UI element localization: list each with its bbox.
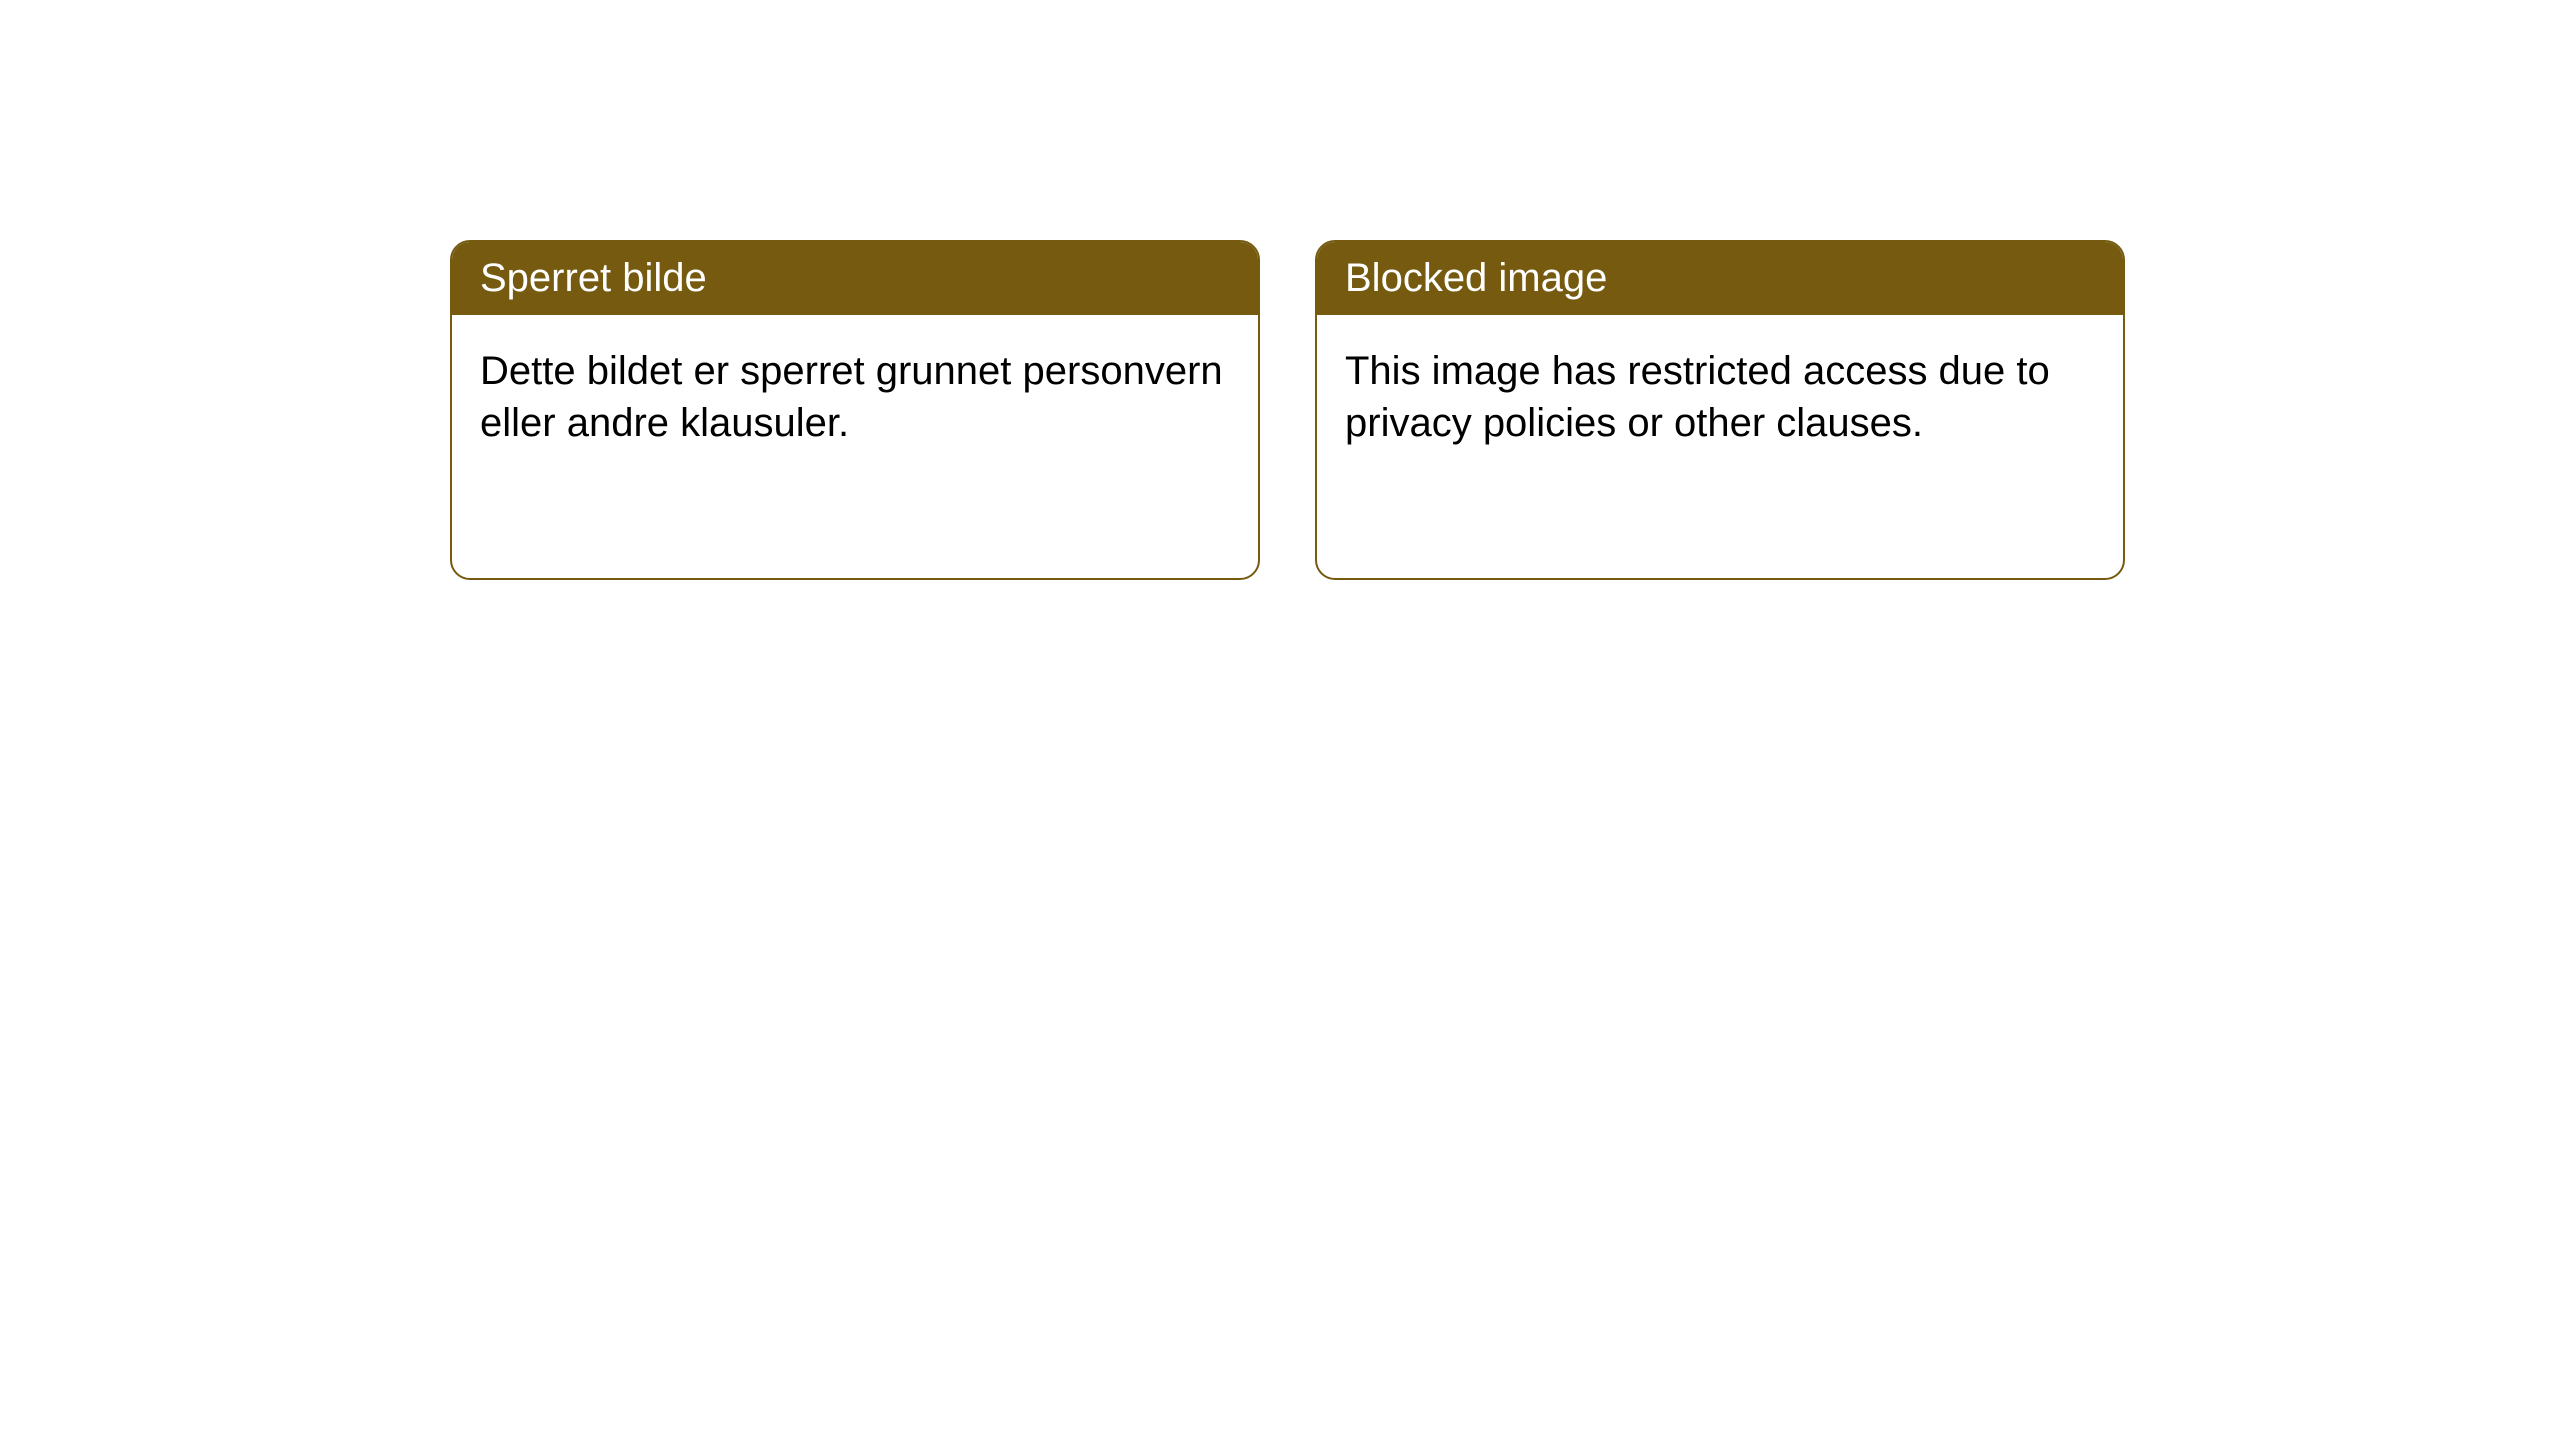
notice-card-norwegian: Sperret bilde Dette bildet er sperret gr… (450, 240, 1260, 580)
card-header: Sperret bilde (452, 242, 1258, 315)
card-body: This image has restricted access due to … (1317, 315, 2123, 578)
notice-container: Sperret bilde Dette bildet er sperret gr… (0, 0, 2560, 580)
notice-card-english: Blocked image This image has restricted … (1315, 240, 2125, 580)
card-header: Blocked image (1317, 242, 2123, 315)
card-body: Dette bildet er sperret grunnet personve… (452, 315, 1258, 578)
